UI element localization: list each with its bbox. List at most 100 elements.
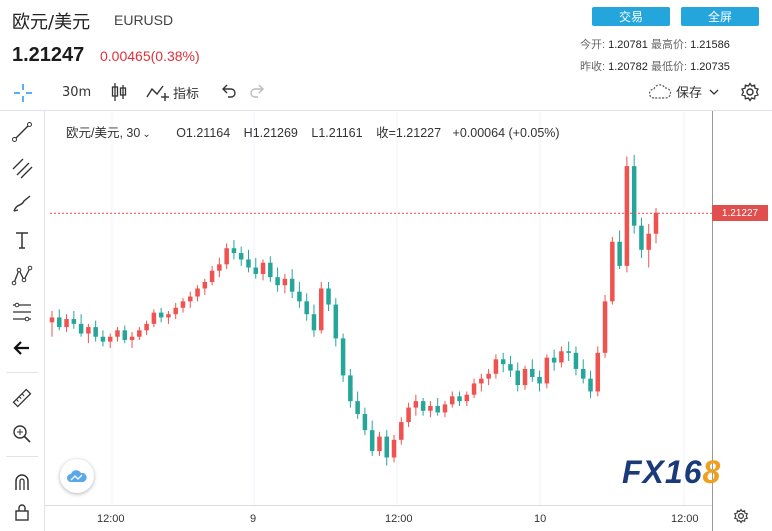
candle-body <box>537 377 542 384</box>
candle-body <box>449 396 455 405</box>
ohlc-legend: 欧元/美元, 30 ⌄ O1.21164 H1.21269 L1.21161 收=… <box>66 122 560 141</box>
settings-icon[interactable] <box>740 82 760 102</box>
candle-body <box>530 368 535 378</box>
candle-body <box>624 166 630 266</box>
candle-body <box>217 264 222 271</box>
legend-title[interactable]: 欧元/美元, 30 <box>66 126 141 140</box>
magnet-icon[interactable] <box>8 468 36 496</box>
legend-open: O1.21164 <box>176 126 231 140</box>
legend-close: 收=1.21227 <box>376 126 442 140</box>
legend-low: L1.21161 <box>311 126 363 140</box>
drawing-toolbar <box>0 110 44 531</box>
toolbar-divider <box>6 456 38 457</box>
candle-body <box>122 330 128 340</box>
x-axis-tick: 12:00 <box>97 513 125 525</box>
candle-body <box>78 323 84 334</box>
pattern-icon[interactable] <box>8 262 36 290</box>
brush-icon[interactable] <box>8 190 36 218</box>
stat-prev-close-value: 1.20782 <box>608 61 648 73</box>
x-axis-tick: 9 <box>250 513 257 525</box>
legend-change: +0.00064 (+0.05%) <box>452 126 560 140</box>
candle-body <box>515 370 520 386</box>
candle-body <box>522 368 528 386</box>
candle-body <box>617 241 622 266</box>
fib-retracement-icon[interactable] <box>8 298 36 326</box>
candle-body <box>297 291 302 302</box>
text-tool-icon[interactable] <box>8 226 36 254</box>
current-price-tag: 1.21227 <box>712 205 768 222</box>
candle-body <box>493 359 499 374</box>
chart-grid <box>111 112 685 505</box>
candle-body <box>580 368 586 379</box>
candle-body <box>304 301 309 315</box>
candle-body <box>340 338 346 376</box>
candle-body <box>442 404 448 413</box>
candle-body <box>348 375 353 402</box>
candle-body <box>129 336 135 340</box>
candle-body <box>195 288 200 297</box>
indicators-button[interactable]: 指标 <box>146 82 199 102</box>
interval-select[interactable]: 30m <box>62 85 92 100</box>
candle-body <box>224 248 229 265</box>
candle-body <box>57 317 62 328</box>
candle-body <box>326 288 331 305</box>
candle-body <box>209 270 215 283</box>
stat-low-value: 1.20735 <box>690 61 730 73</box>
candle-body <box>566 351 571 353</box>
toolbar-divider <box>6 372 38 373</box>
symbol-code: EURUSD <box>114 12 174 28</box>
candle-body <box>253 267 259 274</box>
candle-body <box>158 312 164 318</box>
candle-body <box>275 277 280 286</box>
candle-body <box>551 357 557 363</box>
candle-body <box>231 248 237 254</box>
candle-body <box>100 336 106 342</box>
stat-low-label: 最低价: <box>650 61 688 73</box>
stat-open-label: 今开: <box>580 39 606 51</box>
candle-body <box>355 401 360 415</box>
zoom-in-icon[interactable] <box>8 420 36 448</box>
candle-body <box>610 241 615 302</box>
candles-icon[interactable] <box>110 82 128 102</box>
axis-settings-icon[interactable] <box>733 508 749 528</box>
stat-prev-close: 昨收: 1.20782 最低价: 1.20735 <box>580 58 730 74</box>
candle-body <box>544 357 550 384</box>
stat-high-label: 最高价: <box>650 39 688 51</box>
candle-body <box>457 396 462 402</box>
ruler-icon[interactable] <box>8 384 36 412</box>
last-price: 1.21247 <box>12 44 85 66</box>
candles <box>49 154 659 466</box>
candle-body <box>49 317 55 323</box>
chart-snapshot-button[interactable] <box>60 459 94 493</box>
candle-body <box>173 307 178 315</box>
candle-body <box>137 330 142 337</box>
lock-icon[interactable] <box>8 498 36 526</box>
candle-body <box>406 407 411 423</box>
candle-body <box>180 301 186 308</box>
candle-body <box>486 373 491 379</box>
candle-body <box>115 330 120 337</box>
candle-body <box>413 401 419 408</box>
trade-button[interactable]: 交易 <box>592 7 670 26</box>
fullscreen-button[interactable]: 全屏 <box>681 7 759 26</box>
candle-body <box>86 327 91 334</box>
candle-body <box>188 296 193 302</box>
candle-body <box>420 401 426 411</box>
chevron-down-icon[interactable]: ⌄ <box>142 129 151 140</box>
candle-body <box>479 378 484 384</box>
parallel-channel-icon[interactable] <box>8 154 36 182</box>
price-change: 0.00465(0.38%) <box>100 48 200 64</box>
stat-high-value: 1.21586 <box>690 39 730 51</box>
undo-icon[interactable] <box>220 82 238 100</box>
redo-icon[interactable] <box>248 82 266 100</box>
pair-title: 欧元/美元 <box>12 12 91 33</box>
stat-open: 今开: 1.20781 最高价: 1.21586 <box>580 36 730 52</box>
back-arrow-icon[interactable] <box>8 334 36 362</box>
trendline-icon[interactable] <box>8 118 36 146</box>
indicators-icon <box>146 85 169 101</box>
save-button[interactable]: 保存 <box>648 82 720 101</box>
candle-body <box>391 439 397 458</box>
candle-body <box>588 378 593 392</box>
crosshair-icon[interactable] <box>12 82 34 104</box>
